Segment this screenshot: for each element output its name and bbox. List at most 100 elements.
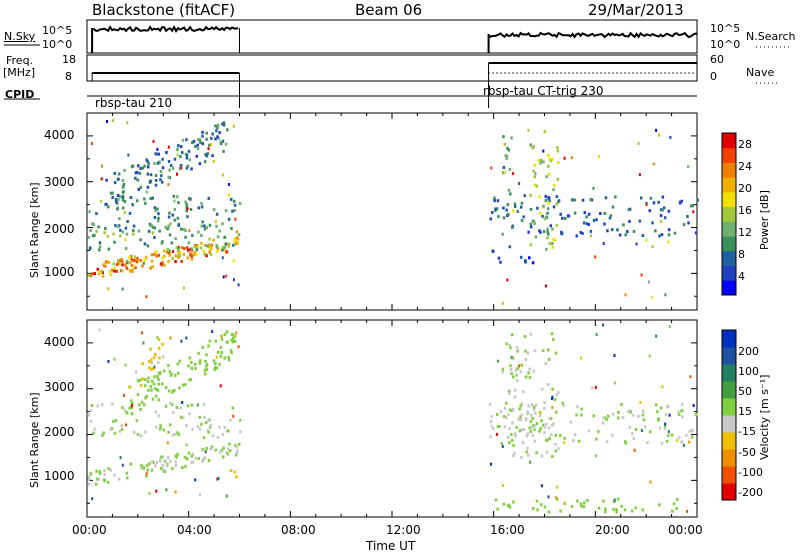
heatmap-point bbox=[211, 330, 214, 334]
heatmap-cell bbox=[234, 453, 238, 457]
heatmap-cell bbox=[171, 433, 174, 437]
power-colorbar-swatch bbox=[722, 236, 736, 252]
heatmap-cell bbox=[157, 216, 160, 220]
heatmap-cell bbox=[661, 195, 665, 199]
heatmap-cell bbox=[572, 439, 575, 443]
heatmap-cell bbox=[215, 129, 218, 133]
heatmap-cell bbox=[214, 124, 217, 128]
heatmap-cell bbox=[209, 246, 212, 250]
heatmap-cell bbox=[150, 388, 153, 392]
heatmap-cell bbox=[508, 505, 512, 509]
heatmap-cell bbox=[493, 196, 496, 200]
heatmap-cell bbox=[186, 404, 190, 408]
power-colorbar-swatch bbox=[722, 147, 736, 163]
heatmap-cell bbox=[663, 427, 667, 430]
heatmap-cell bbox=[671, 509, 674, 513]
heatmap-cell bbox=[494, 498, 498, 502]
heatmap-cell bbox=[132, 264, 136, 268]
heatmap-cell bbox=[98, 471, 102, 475]
heatmap-cell bbox=[128, 406, 131, 410]
heatmap-cell bbox=[200, 422, 203, 426]
heatmap-cell bbox=[547, 164, 550, 168]
heatmap-point bbox=[655, 128, 658, 132]
heatmap-cell bbox=[136, 393, 140, 397]
velocity-cbar-tick-m100: -100 bbox=[738, 466, 763, 479]
heatmap-point bbox=[221, 256, 224, 260]
heatmap-cell bbox=[185, 138, 188, 142]
heatmap-cell bbox=[559, 434, 562, 438]
heatmap-cell bbox=[665, 439, 669, 443]
heatmap-cell bbox=[198, 415, 201, 419]
heatmap-cell bbox=[524, 260, 527, 264]
heatmap-cell bbox=[202, 249, 205, 253]
heatmap-cell bbox=[555, 393, 558, 397]
heatmap-cell bbox=[618, 233, 622, 237]
heatmap-point bbox=[495, 432, 498, 436]
heatmap-cell bbox=[519, 205, 523, 209]
heatmap-cell bbox=[177, 253, 181, 257]
heatmap-cell bbox=[231, 338, 234, 342]
heatmap-cell bbox=[184, 464, 187, 468]
heatmap-cell bbox=[209, 253, 213, 256]
heatmap-cell bbox=[597, 506, 601, 510]
heatmap-cell bbox=[642, 418, 646, 422]
heatmap-cell bbox=[657, 200, 660, 204]
heatmap-cell bbox=[534, 411, 537, 415]
heatmap-point bbox=[212, 159, 215, 163]
heatmap-cell bbox=[222, 121, 226, 125]
heatmap-cell bbox=[227, 244, 230, 248]
heatmap-cell bbox=[203, 224, 206, 228]
velocity-colorbar-swatch bbox=[722, 466, 736, 484]
heatmap-cell bbox=[107, 205, 110, 209]
heatmap-cell bbox=[641, 234, 645, 238]
heatmap-cell bbox=[695, 412, 698, 416]
heatmap-cell bbox=[516, 367, 520, 370]
heatmap-cell bbox=[510, 432, 513, 436]
heatmap-cell bbox=[113, 431, 117, 435]
heatmap-cell bbox=[208, 223, 212, 227]
heatmap-cell bbox=[183, 455, 187, 459]
heatmap-cell bbox=[184, 229, 187, 232]
heatmap-cell bbox=[187, 451, 191, 455]
heatmap-cell bbox=[161, 355, 165, 359]
power-cbar-tick-8: 8 bbox=[738, 248, 745, 261]
heatmap-cell bbox=[496, 425, 500, 428]
heatmap-cell bbox=[160, 455, 163, 459]
velocity-colorbar-swatch bbox=[722, 330, 736, 348]
heatmap-cell bbox=[205, 447, 208, 450]
heatmap-cell bbox=[167, 456, 170, 460]
heatmap-cell bbox=[583, 211, 586, 215]
heatmap-cell bbox=[583, 501, 586, 505]
heatmap-cell bbox=[512, 500, 515, 504]
heatmap-cell bbox=[519, 415, 522, 419]
heatmap-point bbox=[687, 165, 690, 169]
freq-label: Freq. bbox=[6, 54, 34, 67]
heatmap-cell bbox=[157, 212, 160, 216]
nsky-trace-2 bbox=[487, 31, 697, 39]
heatmap-cell bbox=[194, 456, 197, 460]
heatmap-cell bbox=[170, 164, 173, 167]
heatmap-point bbox=[90, 142, 93, 146]
heatmap-cell bbox=[520, 402, 524, 406]
heatmap-cell bbox=[223, 333, 226, 337]
heatmap-cell bbox=[205, 421, 208, 425]
heatmap-cell bbox=[566, 214, 570, 218]
heatmap-cell bbox=[198, 427, 202, 431]
heatmap-cell bbox=[179, 155, 182, 158]
heatmap-cell bbox=[495, 413, 499, 417]
power-colorbar-swatch bbox=[722, 250, 736, 266]
heatmap-cell bbox=[177, 223, 180, 227]
heatmap-cell bbox=[617, 416, 620, 420]
heatmap-cell bbox=[126, 220, 129, 223]
heatmap-cell bbox=[542, 230, 546, 234]
heatmap-cell bbox=[505, 154, 509, 158]
heatmap-point bbox=[515, 373, 518, 377]
heatmap-cell bbox=[119, 234, 122, 238]
heatmap-cell bbox=[130, 399, 133, 403]
heatmap-cell bbox=[228, 358, 231, 362]
heatmap-cell bbox=[233, 470, 236, 474]
heatmap-cell bbox=[536, 508, 539, 512]
velocity-colorbar-swatch bbox=[722, 483, 736, 501]
heatmap-cell bbox=[174, 432, 177, 436]
heatmap-point bbox=[501, 301, 504, 305]
